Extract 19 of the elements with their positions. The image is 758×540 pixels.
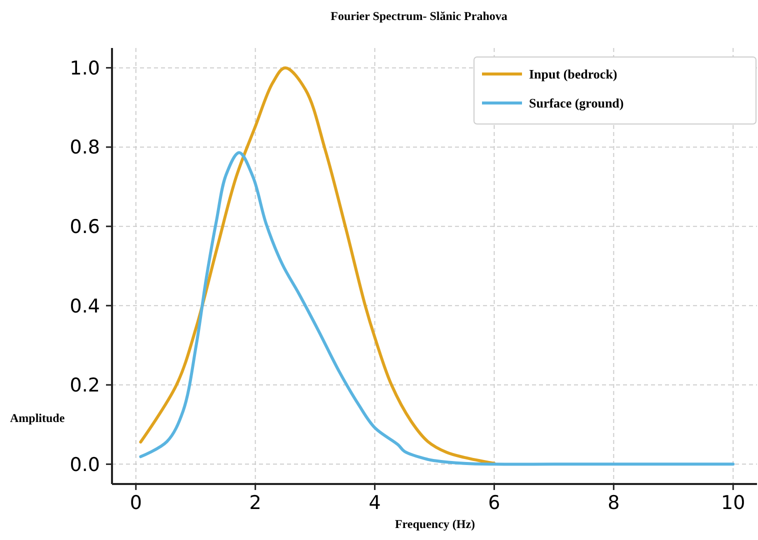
x-tick-label: 8 bbox=[608, 492, 620, 514]
y-tick-label: 0.0 bbox=[70, 454, 100, 476]
legend-label: Input (bedrock) bbox=[529, 66, 618, 82]
x-tick-label: 4 bbox=[368, 492, 381, 514]
y-tick-label: 0.8 bbox=[70, 136, 100, 159]
chart-title: Fourier Spectrum- Slănic Prahova bbox=[330, 9, 508, 23]
x-tick-label: 6 bbox=[488, 492, 500, 514]
legend-label: Surface (ground) bbox=[529, 96, 624, 111]
x-axis-title: Frequency (Hz) bbox=[394, 517, 476, 531]
x-tick-label: 10 bbox=[721, 492, 746, 514]
y-tick-label: 0.2 bbox=[70, 374, 100, 397]
y-tick-label: 0.4 bbox=[70, 295, 100, 318]
line-series bbox=[139, 151, 735, 466]
y-tick-label: 1.0 bbox=[70, 57, 100, 80]
y-tick-label: 0.6 bbox=[70, 216, 100, 238]
x-tick-label: 0 bbox=[130, 492, 142, 514]
x-tick-label: 2 bbox=[249, 492, 262, 514]
y-axis-title: Amplitude bbox=[10, 411, 66, 425]
line-series bbox=[139, 66, 496, 465]
